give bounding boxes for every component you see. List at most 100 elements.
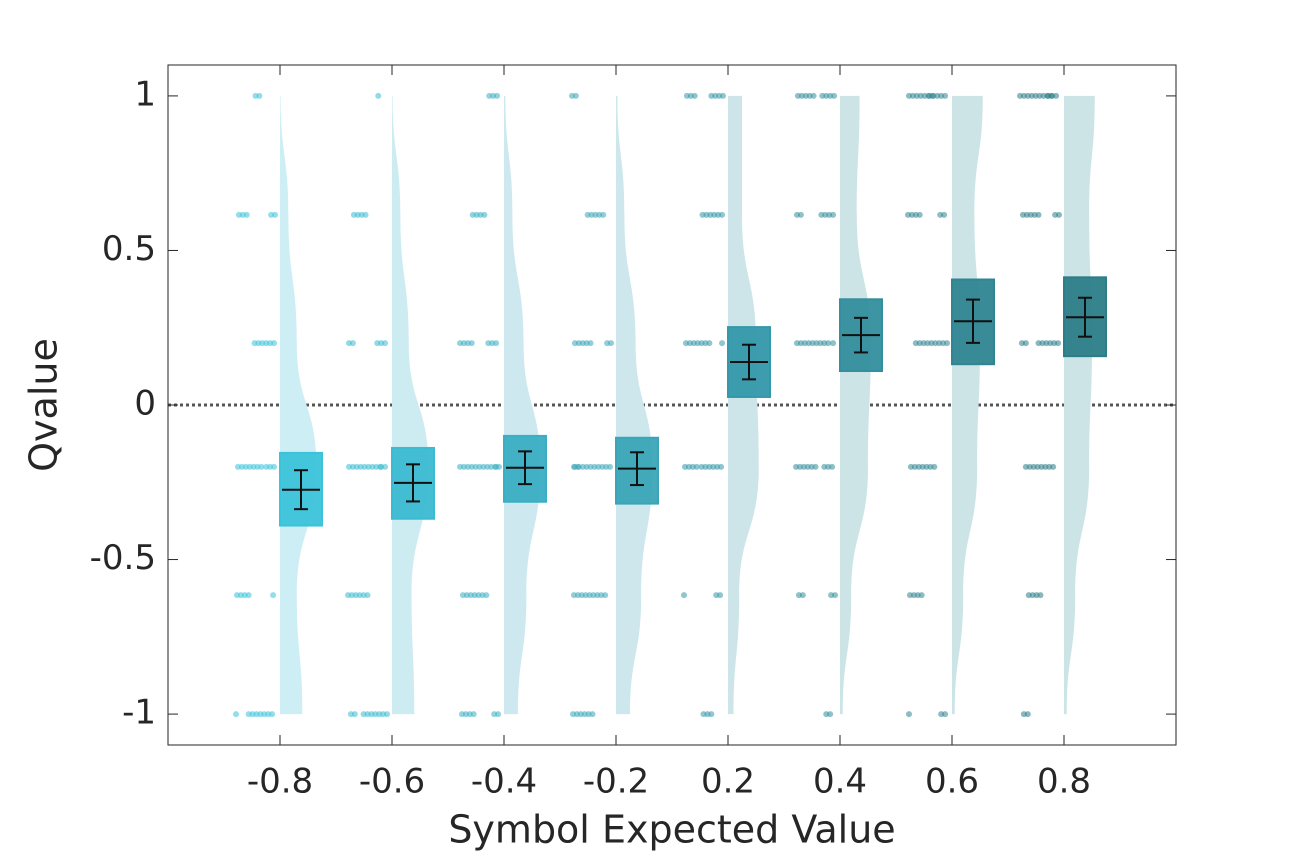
cloud [280, 95, 317, 715]
data-point [486, 92, 493, 99]
data-point [245, 711, 252, 718]
y-tick-label: 1 [134, 74, 156, 114]
data-point [571, 340, 578, 347]
data-point [570, 592, 577, 599]
data-point [681, 592, 687, 599]
data-point [1022, 463, 1029, 470]
data-point [698, 463, 705, 470]
cloud [952, 95, 983, 715]
y-tick-label: -0.5 [90, 538, 156, 578]
y-axis-label: Qvalue [22, 338, 66, 472]
data-point [907, 463, 914, 470]
plot-frame [167, 64, 1177, 746]
data-point [905, 711, 912, 718]
data-point [235, 211, 242, 218]
cloud [616, 95, 653, 715]
data-point [912, 340, 919, 347]
data-point [828, 592, 835, 599]
data-point [793, 211, 800, 218]
error-bar [518, 450, 532, 486]
data-point [793, 340, 800, 347]
data-point [350, 211, 357, 218]
data-point [830, 340, 837, 347]
data-point [233, 711, 239, 718]
data-point [938, 711, 945, 718]
data-point [819, 92, 826, 99]
data-point [823, 711, 830, 718]
box [503, 434, 547, 503]
data-point [1052, 211, 1059, 218]
data-point [251, 340, 258, 347]
y-tick-label: 0.5 [102, 229, 156, 269]
cloud [392, 95, 429, 715]
y-tick-label: -1 [122, 693, 156, 733]
data-point [700, 711, 707, 718]
data-point [794, 92, 801, 99]
x-axis-label: Symbol Expected Value [448, 808, 895, 852]
data-point [937, 211, 944, 218]
data-point [1025, 592, 1032, 599]
data-point [345, 340, 352, 347]
cloud [840, 95, 871, 715]
x-tick-label: 0.4 [813, 762, 867, 802]
data-point [926, 92, 933, 99]
error-bar [406, 463, 420, 503]
data-point [584, 211, 591, 218]
data-point [1018, 340, 1025, 347]
cloud [728, 95, 759, 715]
data-point [458, 711, 465, 718]
data-point [263, 463, 270, 470]
data-point [713, 592, 720, 599]
data-point [569, 92, 575, 99]
data-point [1035, 340, 1042, 347]
data-point [1020, 711, 1027, 718]
data-point [233, 592, 240, 599]
data-point [457, 340, 463, 347]
data-point [493, 463, 500, 470]
error-bar [742, 343, 756, 381]
data-point [818, 211, 825, 218]
data-point [491, 711, 498, 718]
error-bar [630, 451, 644, 487]
x-tick-label: -0.2 [583, 762, 649, 802]
x-tick-label: -0.6 [359, 762, 425, 802]
data-point [795, 592, 802, 599]
x-tick-label: 0.2 [701, 762, 755, 802]
data-point [719, 340, 726, 347]
data-point [360, 711, 367, 718]
data-point [459, 592, 466, 599]
data-point [682, 340, 689, 347]
data-point [793, 463, 799, 470]
data-point [821, 463, 828, 470]
x-tick-label: 0.6 [925, 762, 979, 802]
data-point [252, 92, 259, 99]
data-point [375, 92, 382, 99]
data-point [708, 92, 715, 99]
data-point [1019, 211, 1026, 218]
data-point [378, 463, 385, 470]
x-tick-label: 0.8 [1037, 762, 1091, 802]
y-tick-label: 0 [134, 384, 156, 424]
data-point [569, 711, 576, 718]
error-bar [1078, 296, 1092, 338]
data-point [905, 211, 911, 218]
data-point [699, 211, 706, 218]
error-bar [294, 469, 308, 511]
data-point [457, 463, 463, 470]
error-bar [966, 298, 980, 344]
data-point [485, 340, 492, 347]
data-point [345, 592, 351, 599]
data-point [604, 340, 611, 347]
x-tick-label: -0.8 [247, 762, 313, 802]
error-bar [854, 316, 868, 354]
x-tick-label: -0.4 [471, 762, 537, 802]
data-point [345, 463, 352, 470]
data-point [683, 92, 690, 99]
cloud [504, 95, 541, 715]
data-point [234, 463, 241, 470]
data-point [681, 463, 688, 470]
data-point [374, 340, 381, 347]
data-point [905, 92, 912, 99]
cloud [1064, 95, 1095, 715]
